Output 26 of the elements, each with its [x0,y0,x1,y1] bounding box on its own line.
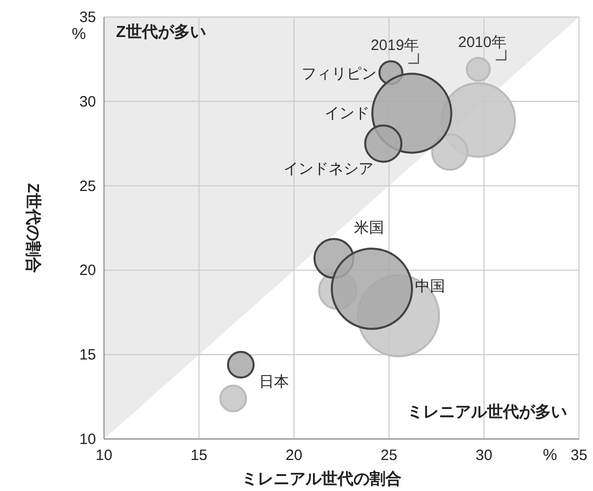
annotation: インド [324,105,370,122]
x-tick-label: 30 [476,447,492,464]
annotation: Z世代が多い [116,23,206,41]
y-tick-label: 35 [79,9,96,26]
series-label: 2010年 [458,34,506,51]
y-tick-label: 15 [79,346,96,364]
x-tick-label: 25 [380,447,398,464]
y-axis-title: Z世代の割合 [24,183,42,273]
x-tick-label: 35 [570,447,588,464]
series-label: 2019年 [370,37,420,54]
x-tick-label: 10 [96,447,112,464]
annotation: 米国 [354,219,384,236]
annotation: ミレニアル世代が多い [407,403,567,421]
annotation: フィリピン [301,66,376,83]
x-axis-title: ミレニアル世代の割合 [242,470,402,488]
annotation: インドネシア [283,160,374,178]
text: % [542,447,558,464]
x-tick-label: 15 [190,447,208,464]
y-tick-label: 10 [79,431,96,448]
annotation: 日本 [258,374,289,391]
y-tick-label: 20 [79,262,96,280]
annotation: 中国 [414,278,445,295]
y-tick-label: 30 [79,93,96,110]
x-tick-label: 20 [286,447,302,464]
text: % [72,26,86,43]
y-tick-label: 25 [79,178,96,195]
